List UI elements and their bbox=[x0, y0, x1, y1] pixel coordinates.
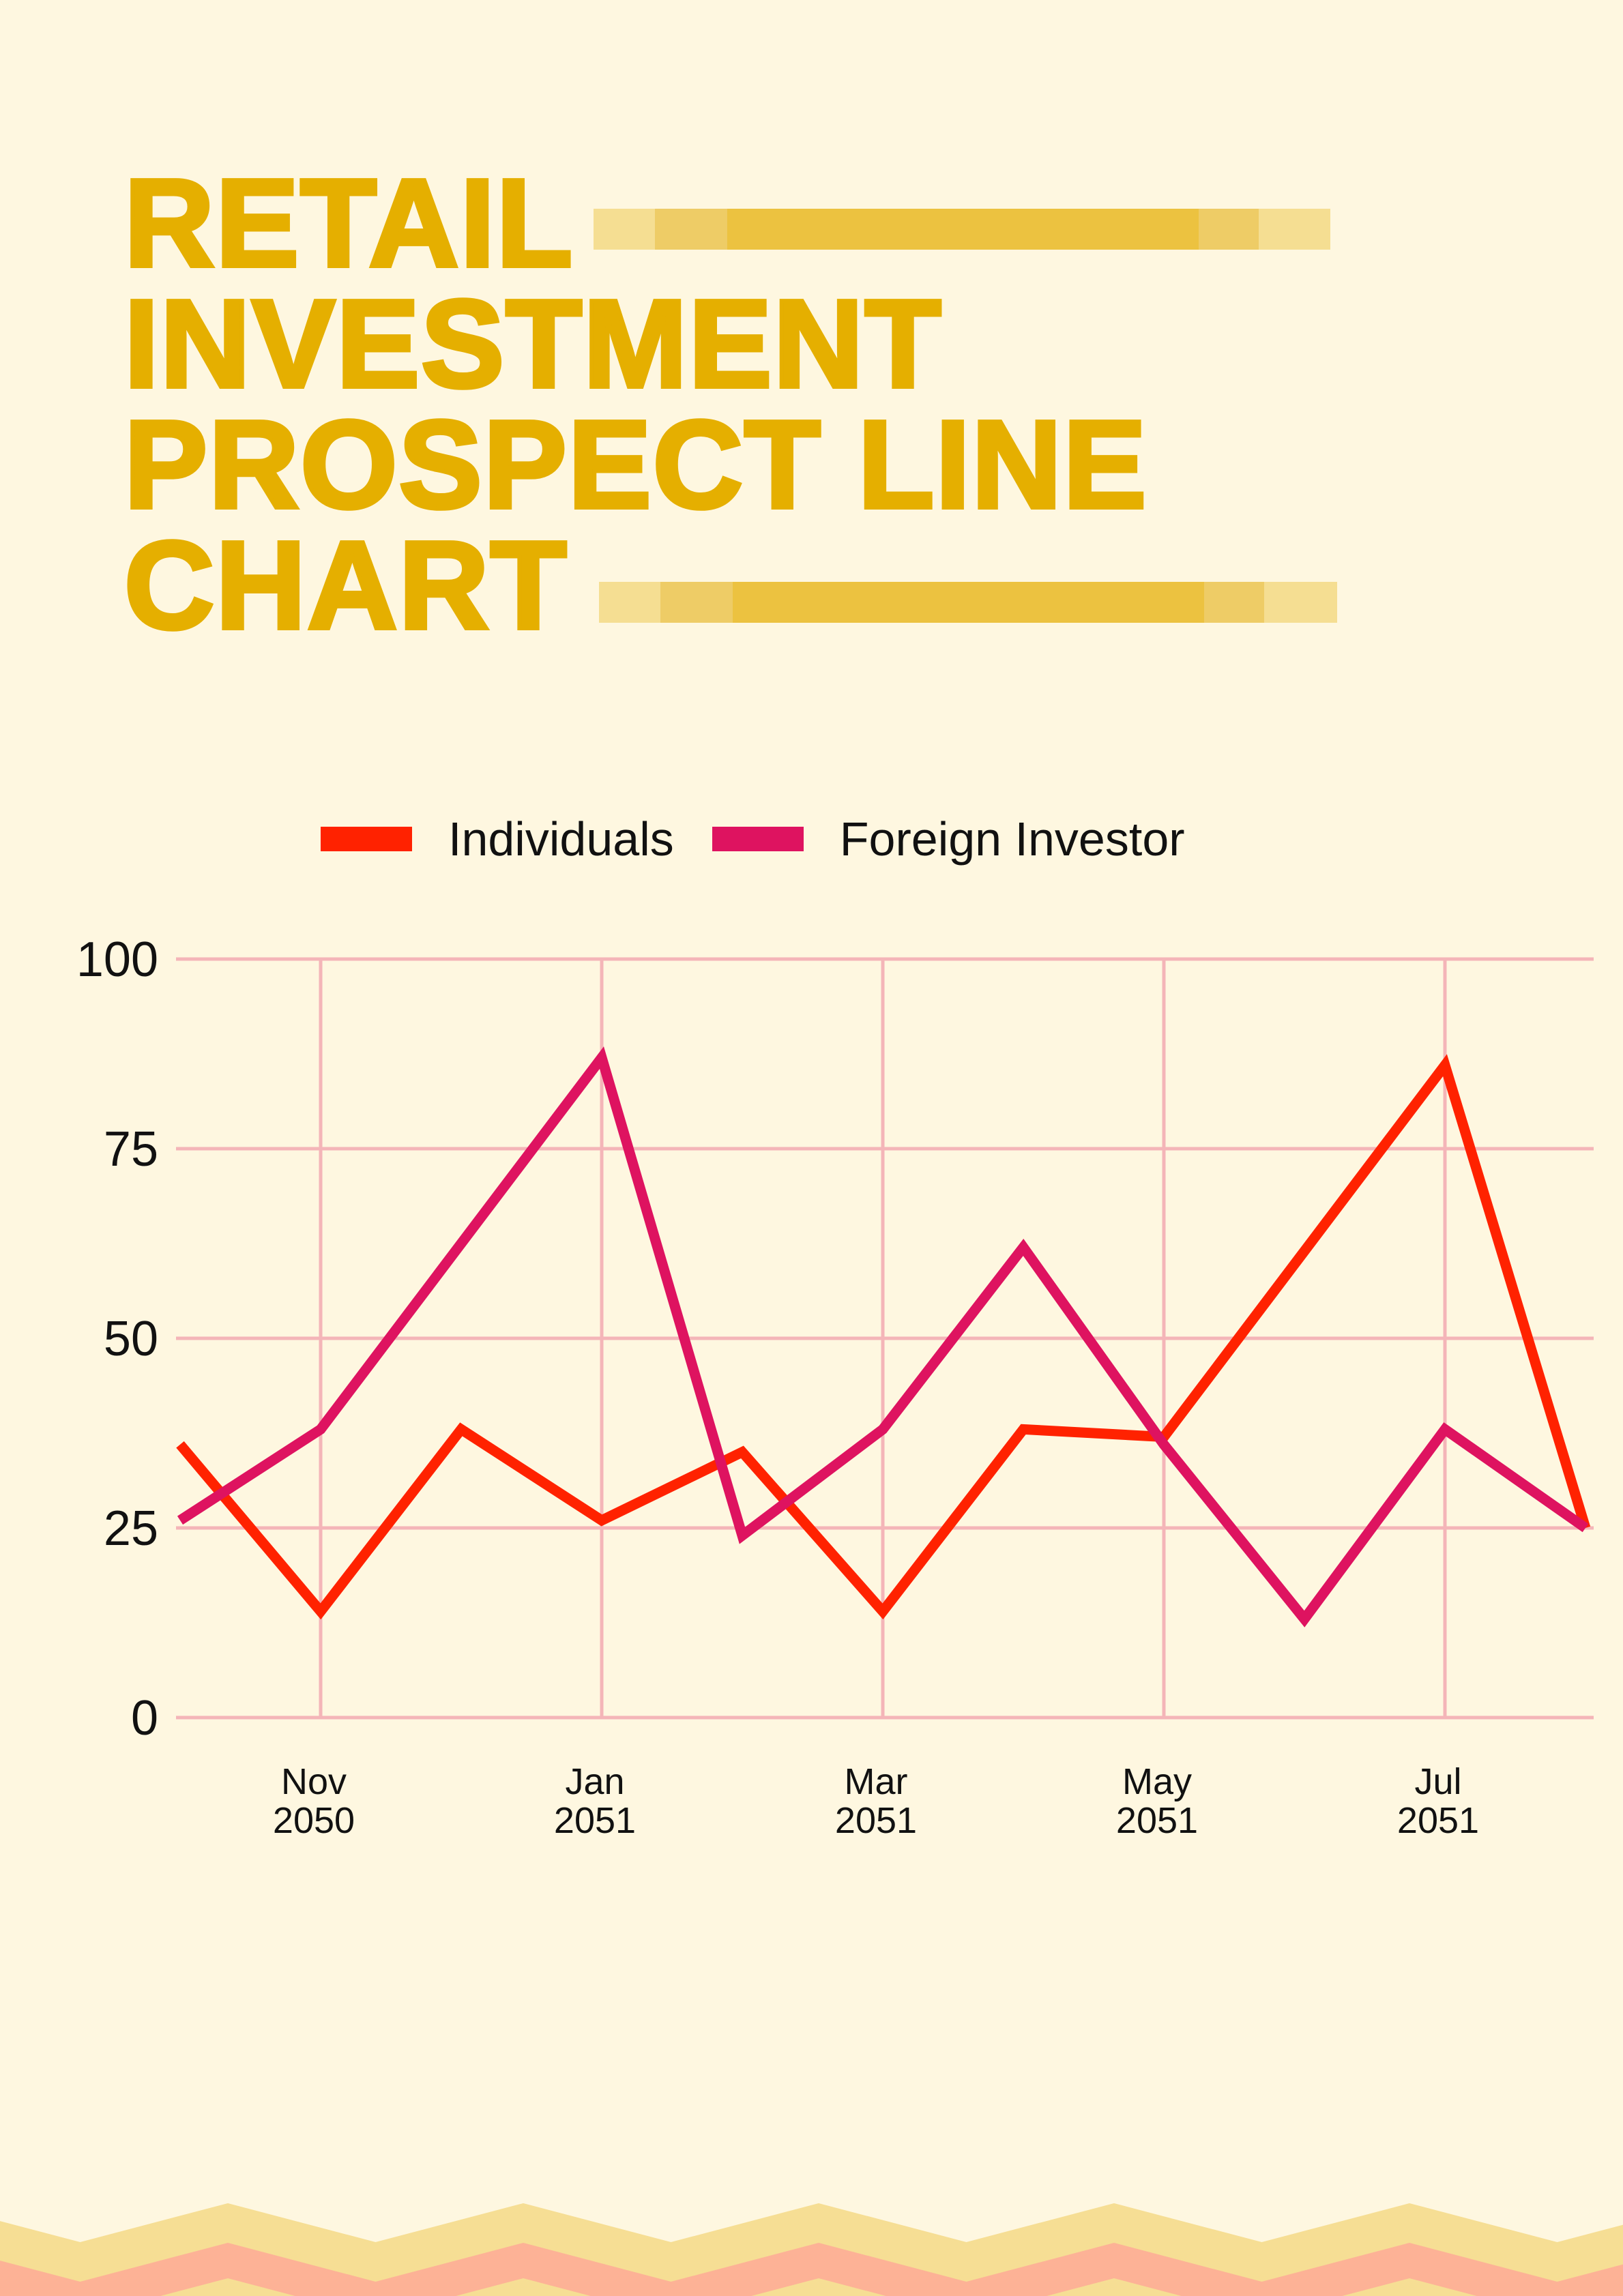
y-tick-label: 0 bbox=[131, 1691, 158, 1746]
decorative-bar-bottom bbox=[599, 582, 1337, 623]
chart-legend: Individuals Foreign Investor bbox=[321, 812, 1223, 866]
zigzag-band-yellow bbox=[0, 2278, 1623, 2296]
x-tick-label-year: 2051 bbox=[554, 1800, 636, 1841]
legend-label: Individuals bbox=[448, 812, 674, 866]
y-tick-label: 100 bbox=[76, 932, 158, 987]
grid bbox=[176, 957, 1594, 1720]
y-tick-label: 50 bbox=[104, 1312, 158, 1366]
legend-swatch bbox=[712, 827, 804, 851]
legend-swatch bbox=[321, 827, 412, 851]
title-line: INVESTMENT bbox=[122, 274, 943, 413]
x-tick-label-month: Jul bbox=[1414, 1761, 1461, 1802]
x-tick-label-month: Nov bbox=[281, 1761, 347, 1802]
y-axis-ticks: 0 25 50 75 100 bbox=[76, 932, 158, 1746]
series-line-individuals bbox=[176, 1054, 1591, 1620]
legend-item-foreign-investor: Foreign Investor bbox=[712, 812, 1185, 866]
page-title: RETAIL INVESTMENT PROSPECT LINE CHART bbox=[122, 153, 1148, 655]
zigzag-band-salmon bbox=[0, 2243, 1623, 2296]
x-tick-label-year: 2051 bbox=[1397, 1800, 1479, 1841]
x-tick-label-year: 2050 bbox=[273, 1800, 355, 1841]
x-tick-label-year: 2051 bbox=[835, 1800, 917, 1841]
title-line: RETAIL bbox=[122, 153, 574, 293]
y-tick-label: 75 bbox=[104, 1122, 158, 1177]
x-tick-label-month: May bbox=[1122, 1761, 1192, 1802]
x-tick-label-month: Mar bbox=[845, 1761, 908, 1802]
legend-label: Foreign Investor bbox=[839, 812, 1185, 866]
title-line: PROSPECT LINE bbox=[122, 394, 1148, 534]
x-tick-label-month: Jan bbox=[565, 1761, 624, 1802]
x-tick-label-year: 2051 bbox=[1116, 1800, 1198, 1841]
series-lines bbox=[176, 1046, 1591, 1628]
decorative-bar-top bbox=[594, 209, 1330, 250]
legend-item-individuals: Individuals bbox=[321, 812, 674, 866]
y-tick-label: 25 bbox=[104, 1501, 158, 1556]
title-line: CHART bbox=[122, 515, 568, 655]
series-line-foreign-investor bbox=[177, 1046, 1589, 1628]
